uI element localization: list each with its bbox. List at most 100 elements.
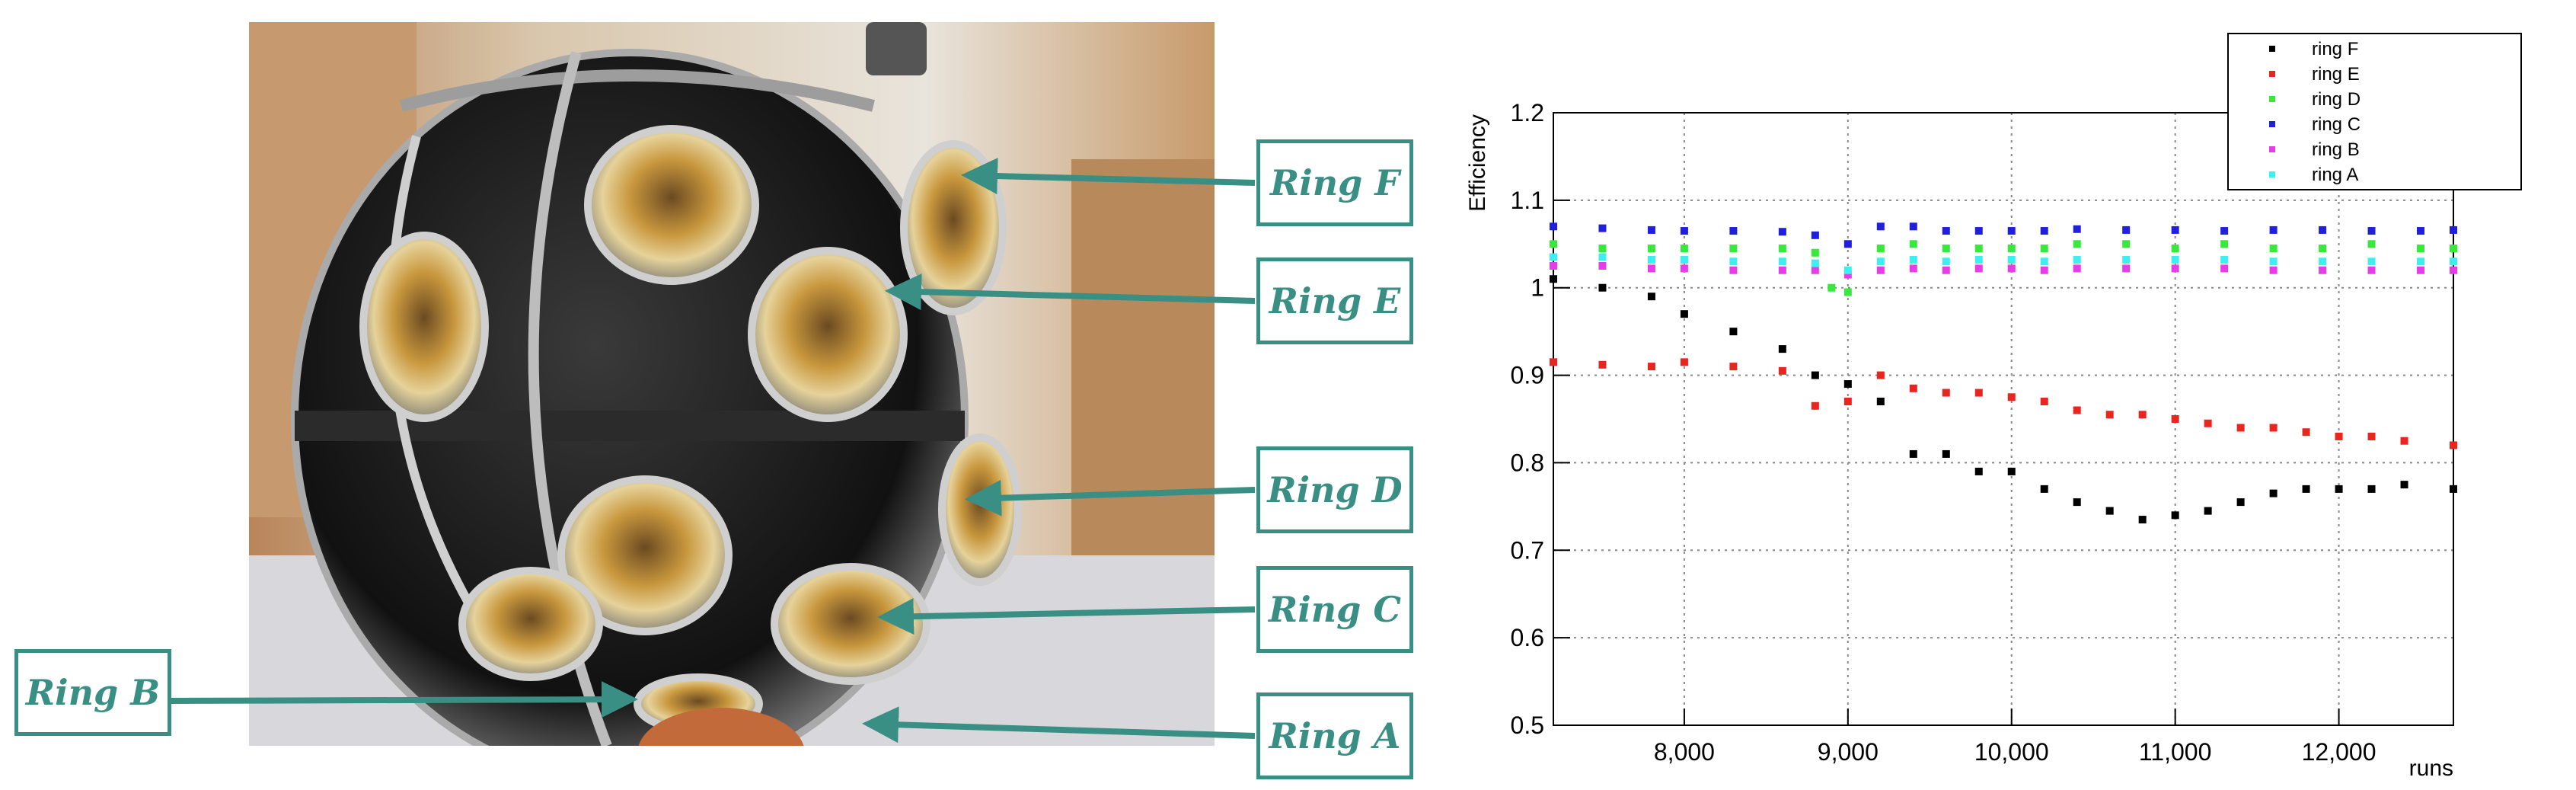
data-point — [2073, 264, 2081, 273]
legend-label: ring E — [2312, 64, 2360, 85]
legend-marker — [2269, 96, 2275, 102]
data-point — [2319, 257, 2327, 266]
data-point — [1680, 310, 1688, 318]
data-point — [1876, 398, 1885, 406]
data-point — [1942, 245, 1950, 253]
data-point — [1647, 255, 1655, 264]
data-point — [1598, 253, 1607, 261]
data-point — [1909, 222, 1917, 231]
data-point — [1598, 224, 1607, 232]
data-point — [1778, 366, 1786, 375]
data-point — [1876, 371, 1885, 379]
legend-label: ring B — [2312, 139, 2360, 160]
data-point — [2367, 432, 2376, 440]
x-tick-label: 9,000 — [1818, 738, 1879, 766]
data-point — [2367, 227, 2376, 235]
data-point — [2450, 441, 2457, 449]
data-point — [1598, 262, 1607, 270]
data-point — [1909, 449, 1917, 458]
data-point — [1811, 231, 1819, 239]
data-point — [2450, 225, 2457, 234]
data-point — [2400, 481, 2408, 489]
data-point — [1729, 257, 1738, 266]
data-point — [2269, 424, 2278, 432]
data-point — [1843, 398, 1852, 406]
data-point — [1729, 328, 1738, 336]
data-point — [2171, 225, 2179, 234]
detector-photo — [249, 22, 1215, 746]
data-point — [2073, 498, 2081, 507]
data-point — [2073, 225, 2081, 233]
data-point — [2171, 415, 2179, 423]
data-point — [2236, 498, 2245, 507]
data-point — [1843, 266, 1852, 274]
data-point — [2204, 419, 2212, 427]
data-point — [2007, 264, 2016, 273]
chart-grid — [1553, 113, 2453, 725]
y-tick-label: 0.9 — [1511, 362, 1544, 389]
data-point — [2007, 467, 2016, 475]
data-point — [2450, 266, 2457, 274]
data-point — [2302, 428, 2310, 437]
data-point — [2335, 432, 2343, 440]
series-ring-B — [1550, 262, 2457, 279]
data-point — [1876, 222, 1885, 231]
legend-marker — [2269, 71, 2275, 77]
data-point — [1550, 253, 1557, 261]
data-point — [1843, 380, 1852, 389]
data-point — [2040, 227, 2048, 235]
data-point — [2269, 245, 2278, 253]
data-point — [1942, 227, 1950, 235]
data-point — [1974, 467, 1983, 475]
data-point — [1729, 363, 1738, 371]
data-point — [1778, 257, 1786, 266]
data-point — [1876, 266, 1885, 274]
data-point — [1974, 264, 1983, 273]
data-point — [2007, 245, 2016, 253]
data-point — [1778, 245, 1786, 253]
legend-box — [2227, 33, 2522, 190]
x-tick-label: 12,000 — [2302, 738, 2376, 766]
data-point — [1909, 264, 1917, 273]
series-ring-D — [1550, 240, 2457, 296]
ring-b-label: Ring B — [14, 649, 171, 736]
data-point — [1680, 245, 1688, 253]
data-point — [2367, 240, 2376, 248]
y-tick-label: 0.7 — [1511, 536, 1544, 564]
data-point — [1942, 266, 1950, 274]
data-point — [2302, 485, 2310, 493]
data-point — [2269, 489, 2278, 497]
data-point — [2367, 485, 2376, 493]
data-point — [2171, 245, 2179, 253]
legend: ring F ring E ring D ring C ring B ring A — [2227, 33, 2522, 190]
data-point — [2269, 266, 2278, 274]
data-point — [1909, 384, 1917, 392]
legend-marker — [2269, 46, 2275, 52]
data-point — [1811, 266, 1819, 274]
data-point — [1974, 227, 1983, 235]
legend-marker — [2269, 121, 2275, 127]
data-point — [1843, 288, 1852, 296]
data-point — [1909, 255, 1917, 264]
data-point — [2073, 406, 2081, 414]
data-point — [1974, 389, 1983, 397]
data-point — [1909, 240, 1917, 248]
data-point — [1729, 227, 1738, 235]
data-point — [1974, 245, 1983, 253]
data-point — [1843, 240, 1852, 248]
data-point — [1843, 270, 1852, 279]
data-point — [1729, 266, 1738, 274]
data-point — [2319, 225, 2327, 234]
legend-marker — [2269, 146, 2275, 152]
data-point — [1778, 345, 1786, 353]
ring-a-label: Ring A — [1256, 692, 1413, 779]
data-point — [2367, 257, 2376, 266]
axis-ticks: 8,000 9,000 10,000 11,000 12,000 0.5 0.6 0.7 0.8… — [1511, 99, 2376, 766]
data-point — [1550, 240, 1557, 248]
data-point — [2007, 393, 2016, 401]
data-point — [2269, 225, 2278, 234]
ring-c-label: Ring C — [1256, 566, 1413, 653]
data-point — [2040, 485, 2048, 493]
data-point — [2040, 398, 2048, 406]
